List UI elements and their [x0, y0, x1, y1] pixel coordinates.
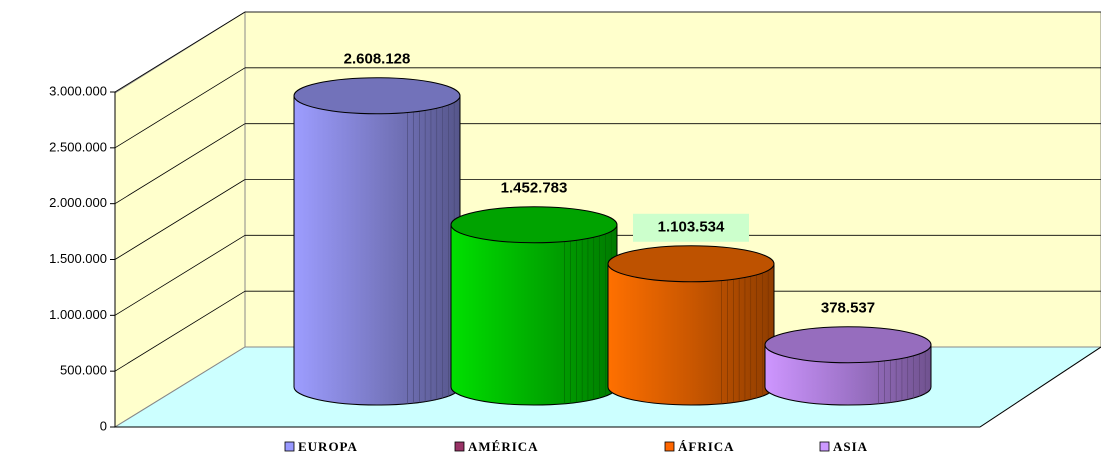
legend-label: AMÉRICA — [468, 439, 539, 454]
legend-label: ÁFRICA — [678, 439, 735, 454]
cylinder-top — [764, 326, 932, 364]
cylinder-top — [607, 245, 775, 283]
legend-label: ASIA — [833, 439, 868, 454]
label-background — [633, 213, 749, 242]
y-tick-label: 2.500.000 — [49, 139, 107, 154]
value-label: 2.608.128 — [344, 51, 411, 68]
value-label: 1.103.534 — [658, 219, 725, 236]
y-tick-label: 3.000.000 — [49, 83, 107, 98]
grid-line — [114, 290, 246, 372]
grid-line — [114, 123, 246, 205]
y-tick-label: 1.500.000 — [49, 251, 107, 266]
legend-label: EUROPA — [298, 439, 358, 454]
cylinder-top — [293, 77, 461, 115]
value-label: 378.537 — [821, 300, 875, 317]
legend-swatch — [284, 441, 295, 452]
floor-edge — [979, 346, 1101, 428]
cylinder-body — [450, 224, 618, 406]
value-label: 1.452.783 — [501, 180, 568, 197]
legend-swatch — [664, 441, 675, 452]
y-tick-label: 2.000.000 — [49, 195, 107, 210]
y-tick-label: 500.000 — [60, 363, 107, 378]
grid-line — [114, 234, 246, 316]
legend-swatch — [454, 441, 465, 452]
grid-line — [114, 11, 246, 93]
cylinder-body — [293, 95, 461, 406]
cylinder-top — [450, 206, 618, 244]
y-tick-label: 1.000.000 — [49, 307, 107, 322]
legend-swatch — [819, 441, 830, 452]
grid-line — [114, 67, 246, 149]
cylinder-body — [607, 263, 775, 406]
grid-line — [114, 179, 246, 260]
y-tick-label: 0 — [100, 418, 107, 433]
